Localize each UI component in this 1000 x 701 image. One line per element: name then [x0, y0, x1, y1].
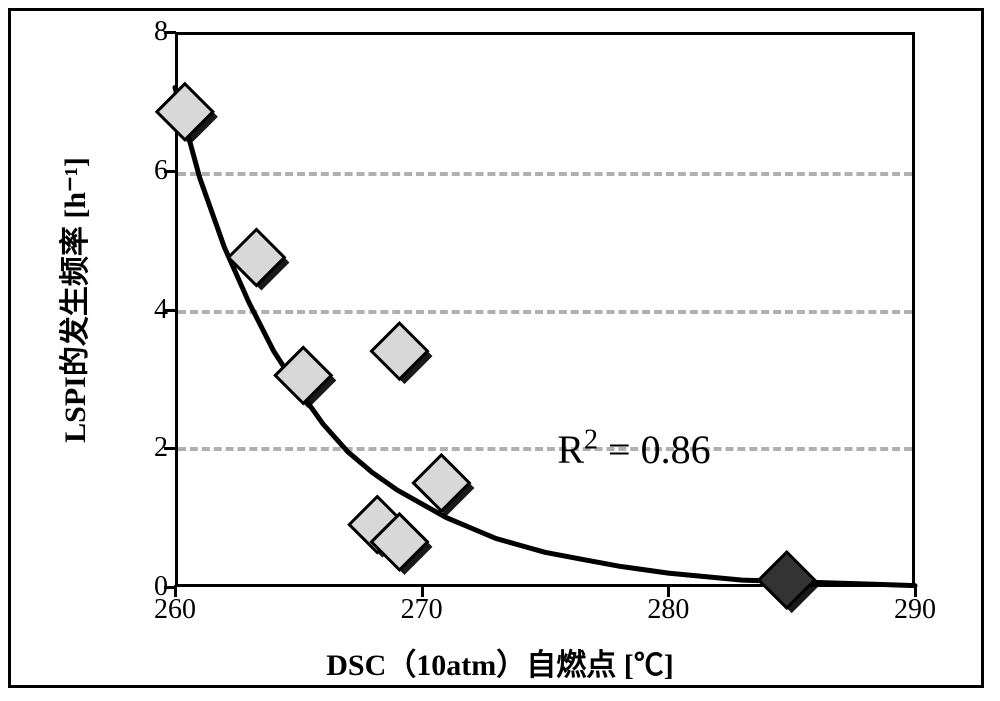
x-tick-mark	[667, 585, 670, 597]
y-tick-mark	[164, 31, 176, 34]
scatter-chart: LSPI的发生频率 [h⁻¹] DSC（10atm）自燃点 [℃] R2 = 0…	[0, 0, 1000, 701]
x-tick-label: 290	[894, 594, 936, 626]
gridline	[178, 447, 912, 451]
r-squared-annotation: R2 = 0.86	[557, 425, 710, 473]
r-squared-text: R2 = 0.86	[557, 427, 710, 472]
x-tick-mark	[914, 585, 917, 597]
x-tick-label: 260	[154, 594, 196, 626]
x-axis-label: DSC（10atm）自燃点 [℃]	[326, 640, 673, 684]
x-tick-mark	[174, 585, 177, 597]
x-tick-label: 270	[401, 594, 443, 626]
plot-area	[175, 32, 915, 587]
y-axis-label: LSPI的发生频率 [h⁻¹]	[50, 157, 94, 443]
y-tick-mark	[164, 170, 176, 173]
gridline	[178, 310, 912, 314]
gridline	[178, 172, 912, 176]
y-tick-mark	[164, 309, 176, 312]
y-tick-mark	[164, 447, 176, 450]
x-tick-mark	[421, 585, 424, 597]
x-tick-label: 280	[647, 594, 689, 626]
